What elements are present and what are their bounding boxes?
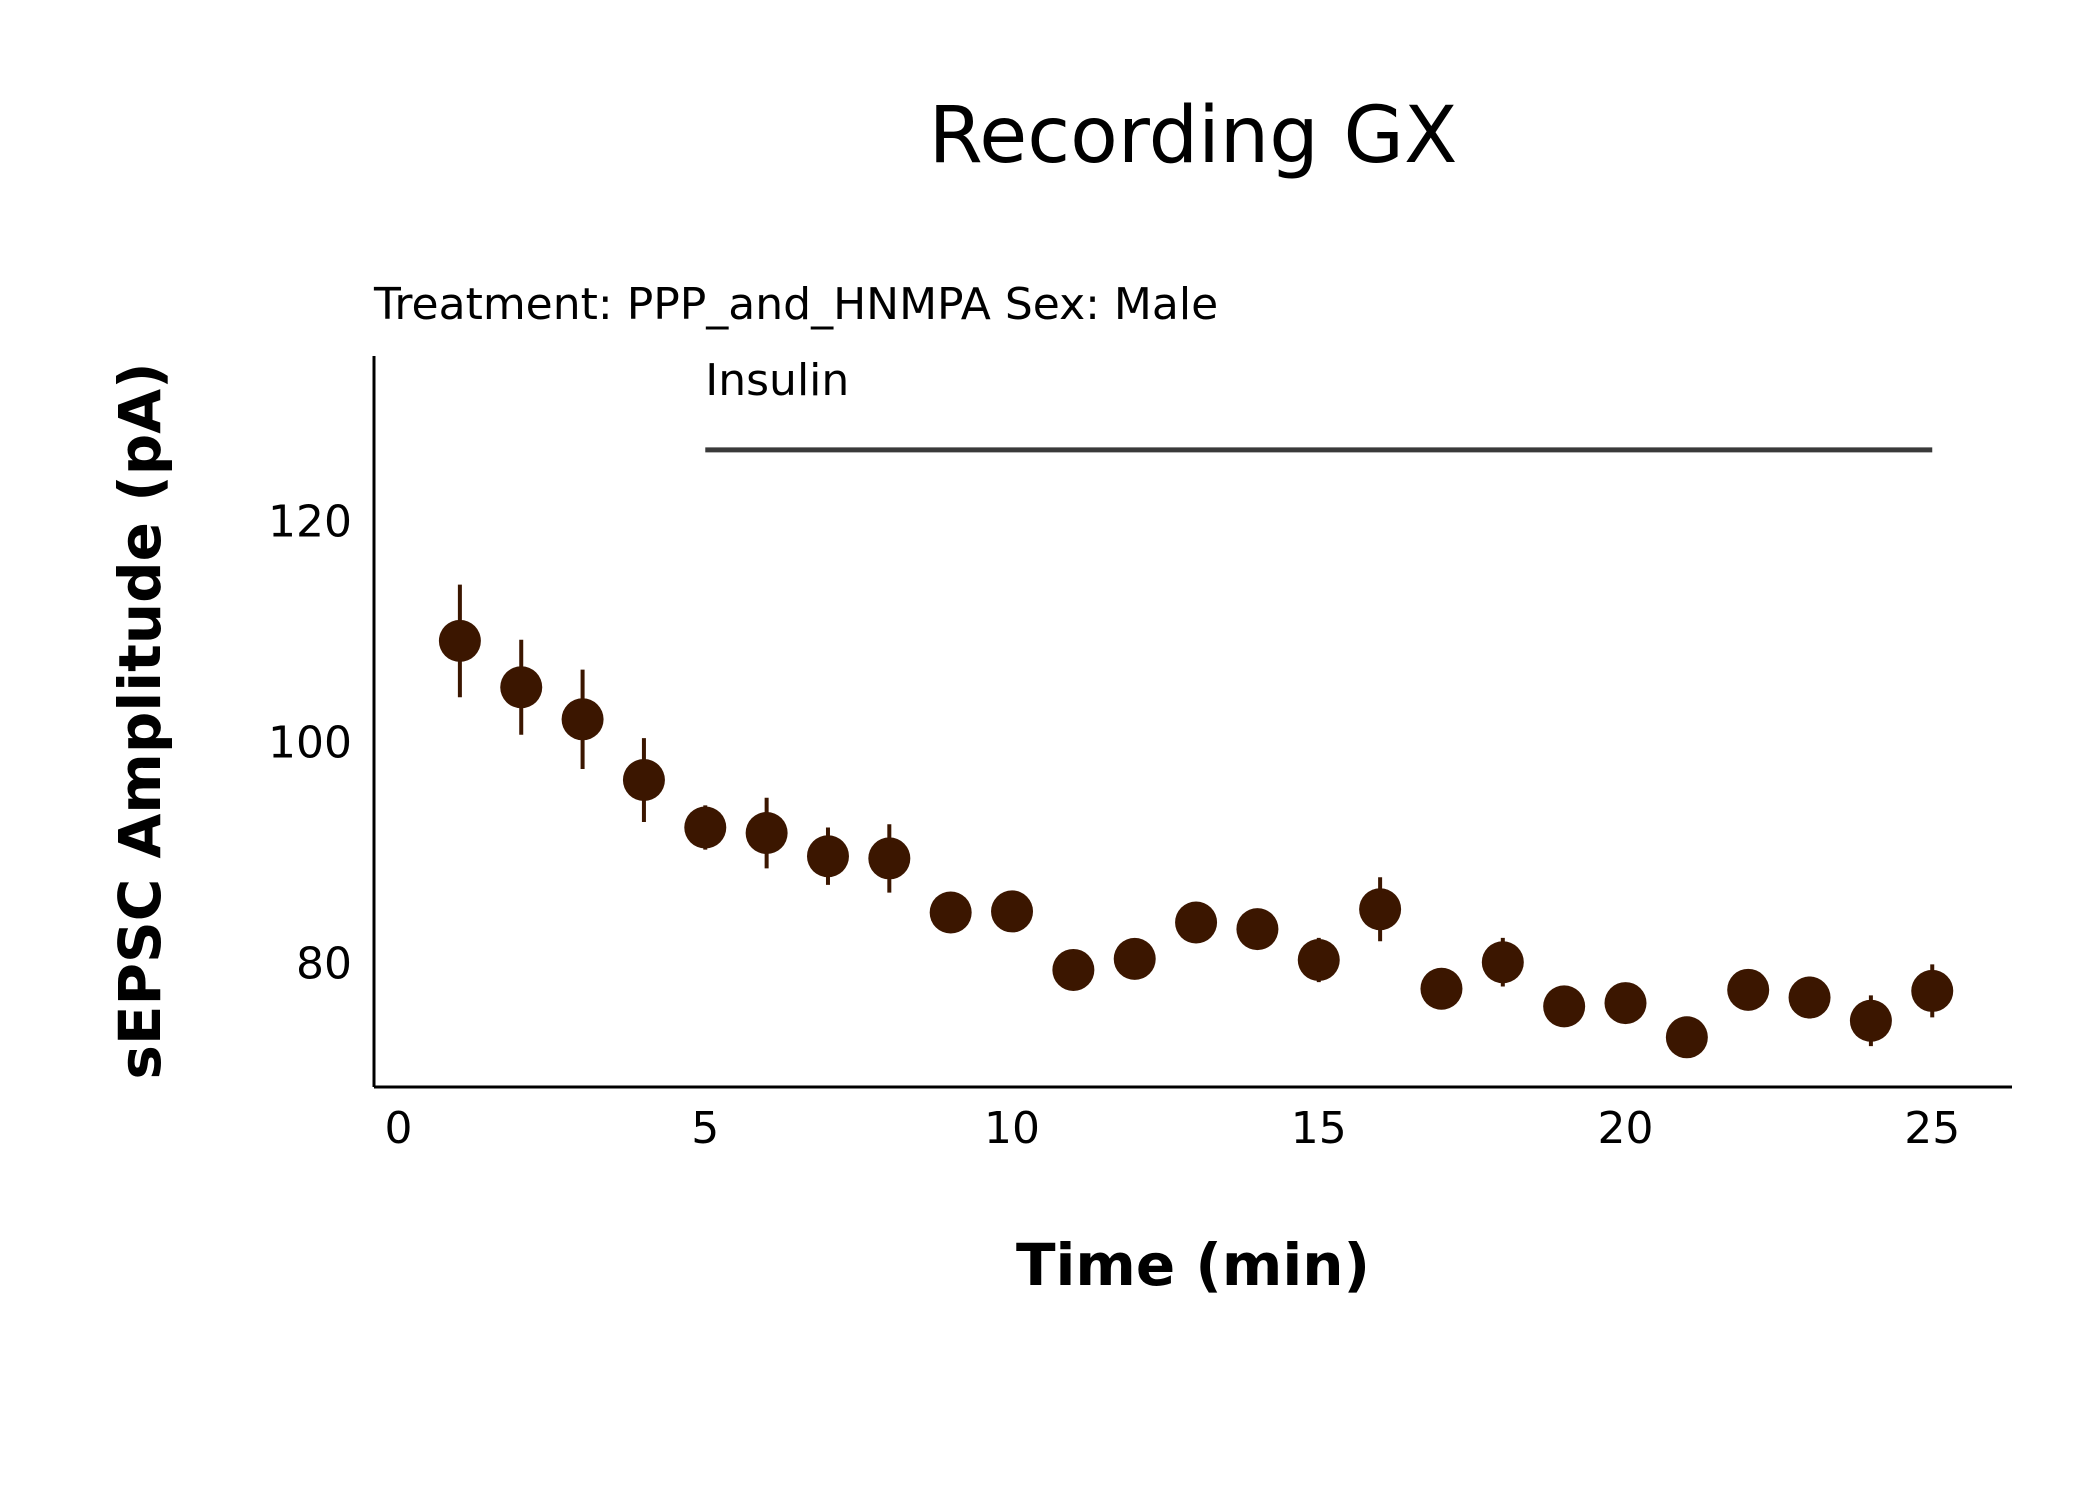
data-point-23 [1788,976,1831,1019]
data-point-6 [745,797,788,869]
data-point-marker [1420,967,1463,1010]
data-point-17 [1420,967,1463,1010]
y-tick-label: 120 [268,497,352,548]
insulin-label: Insulin [705,355,849,406]
data-point-2 [500,639,543,735]
data-point-marker [1359,888,1402,931]
data-point-19 [1543,985,1586,1028]
y-tick-label: 100 [268,717,352,768]
data-point-12 [1113,937,1156,980]
data-point-marker [438,619,481,662]
y-axis-title: sEPSC Amplitude (pA) [106,362,174,1079]
x-tick-label: 25 [1904,1103,1960,1154]
data-point-marker [1788,976,1831,1019]
data-point-marker [622,759,665,802]
data-point-marker [1727,968,1770,1011]
data-point-4 [622,738,665,822]
data-point-marker [991,890,1034,933]
data-point-10 [991,890,1034,933]
x-tick-label: 0 [385,1103,413,1154]
data-points [438,584,1954,1059]
insulin-annotation: Insulin [705,355,1933,453]
data-point-marker [1175,901,1218,944]
data-point-13 [1175,901,1218,944]
data-point-marker [684,806,727,849]
data-point-1 [438,584,481,698]
data-point-marker [1297,939,1340,982]
data-point-marker [1665,1016,1708,1059]
data-point-14 [1236,908,1279,951]
data-point-9 [929,891,972,934]
data-point-5 [684,805,727,850]
chart-title: Recording GX [929,91,1458,181]
data-point-marker [500,666,543,709]
x-tick-labels: 0 5 10 15 20 25 [385,1103,1961,1154]
data-point-24 [1849,995,1892,1047]
data-point-marker [745,812,788,855]
data-point-18 [1481,937,1524,987]
data-point-marker [1481,941,1524,984]
data-point-marker [561,698,604,741]
y-tick-labels: 80 100 120 [268,497,352,990]
x-axis-title: Time (min) [1016,1231,1370,1299]
data-point-25 [1911,964,1954,1018]
data-point-marker [1113,937,1156,980]
data-point-3 [561,669,604,769]
data-point-marker [806,835,849,878]
data-point-marker [868,837,911,880]
x-tick-label: 10 [984,1103,1040,1154]
x-tick-label: 15 [1291,1103,1347,1154]
data-point-21 [1665,1016,1708,1059]
data-point-marker [1911,969,1954,1012]
y-tick-label: 80 [296,938,352,989]
data-point-7 [806,827,849,885]
data-point-marker [1604,982,1647,1025]
data-point-11 [1052,948,1095,991]
data-point-marker [1236,908,1279,951]
data-point-marker [929,891,972,934]
chart-subtitle: Treatment: PPP_and_HNMPA Sex: Male [373,279,1218,330]
data-point-20 [1604,982,1647,1025]
data-point-marker [1543,985,1586,1028]
x-tick-label: 5 [691,1103,719,1154]
data-point-16 [1359,877,1402,942]
data-point-15 [1297,937,1340,983]
data-point-marker [1849,999,1892,1042]
data-point-22 [1727,968,1770,1011]
data-point-marker [1052,948,1095,991]
data-point-8 [868,824,911,893]
x-tick-label: 20 [1598,1103,1654,1154]
